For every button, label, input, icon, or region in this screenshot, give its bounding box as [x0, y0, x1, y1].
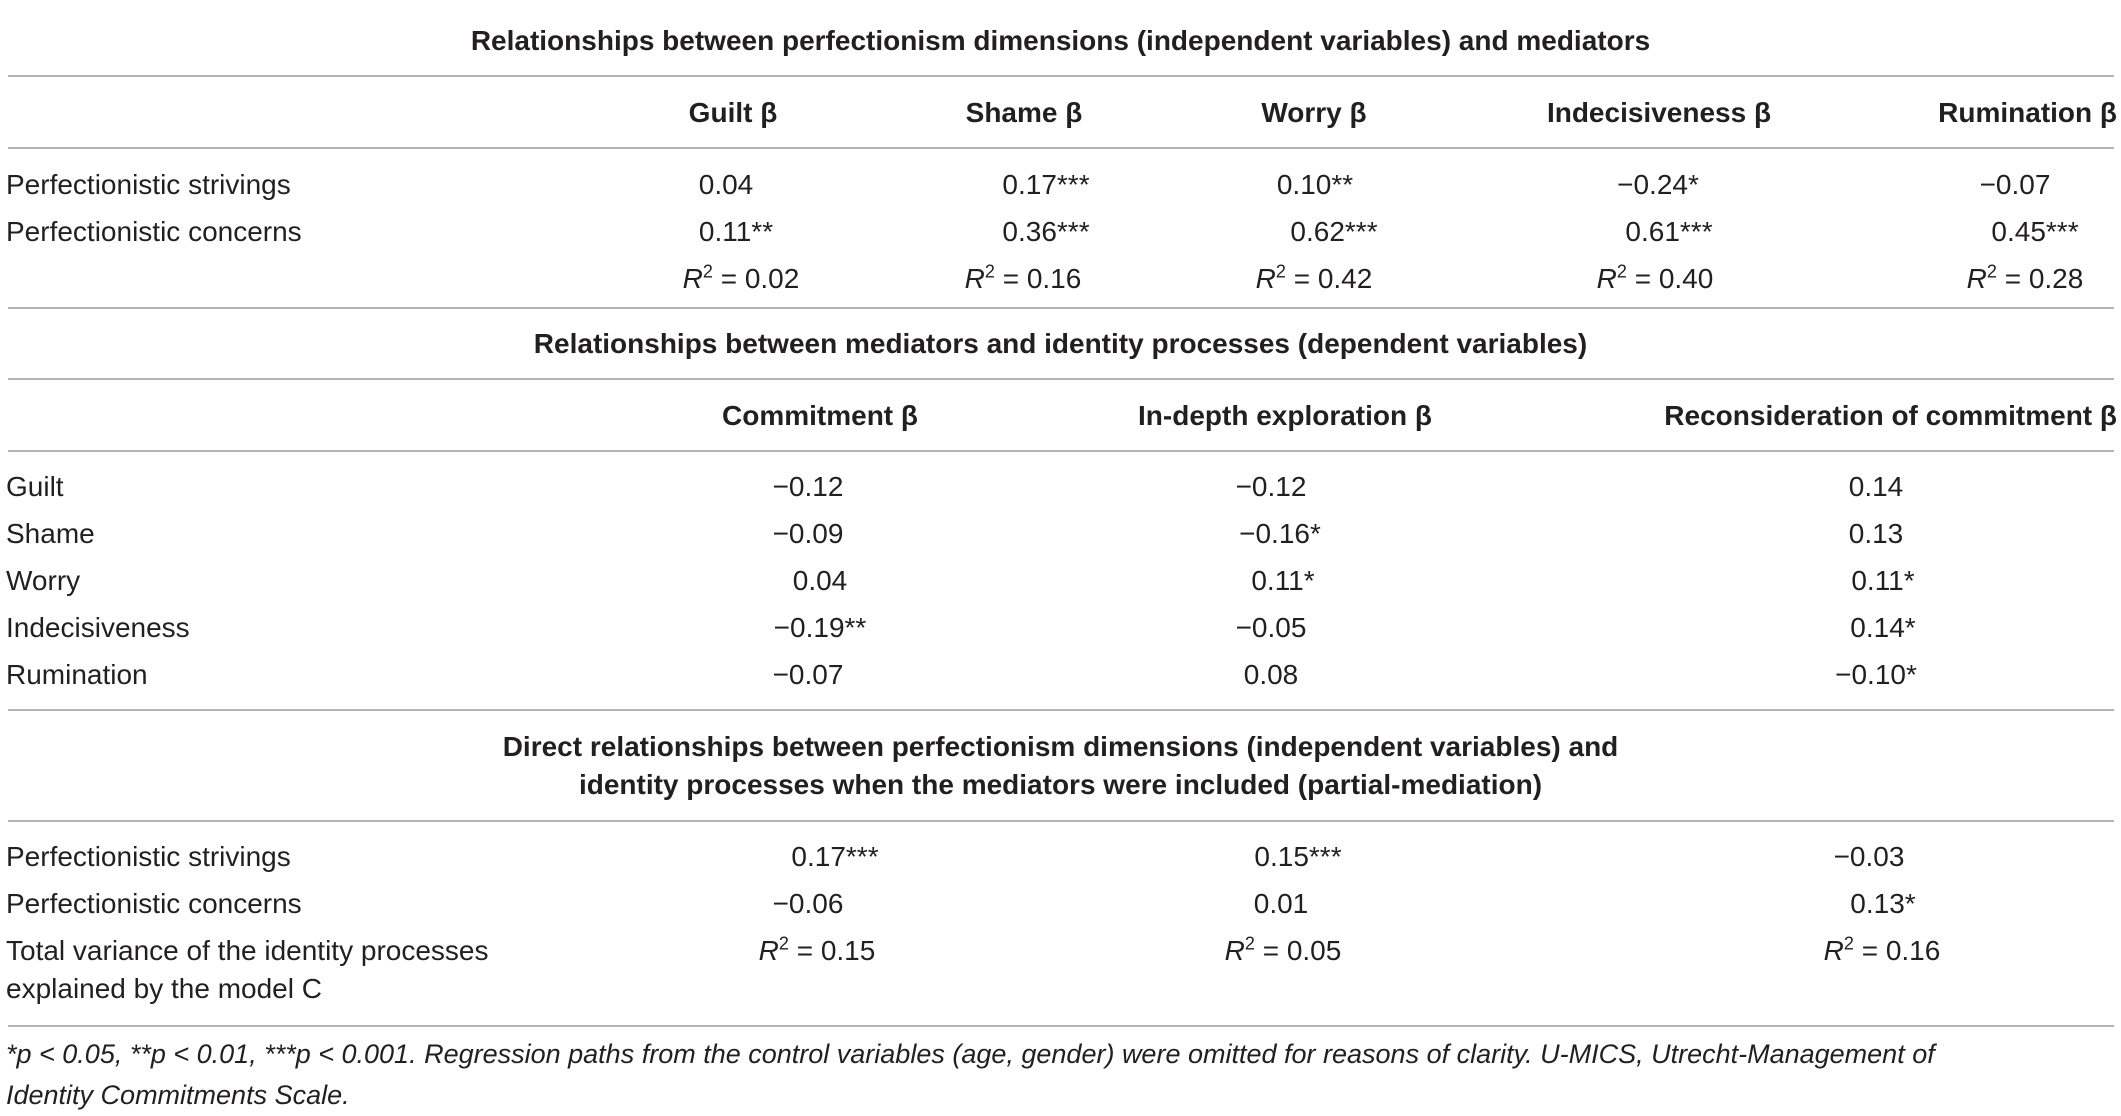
row-label: Worry	[6, 565, 81, 596]
r-squared-value: R2 = 0.16	[964, 261, 1082, 294]
table-cell: 0.11**	[698, 216, 774, 247]
table-footnote: *p < 0.05, **p < 0.01, ***p < 0.001. Reg…	[6, 1034, 2112, 1116]
r-squared-value: R2 = 0.28	[1966, 261, 2084, 294]
row-label: Perfectionistic concerns	[6, 888, 302, 919]
row-label: Guilt	[6, 471, 64, 502]
divider	[8, 450, 2114, 452]
col-head-reconsideration: Reconsideration of commitment β	[1664, 400, 2117, 431]
table-cell: 0.08	[1243, 659, 1299, 690]
table-cell: −0.19**	[773, 612, 867, 643]
table-cell: 0.04	[792, 565, 848, 596]
table-cell: 0.11*	[1851, 565, 1915, 596]
table-cell: −0.05	[1235, 612, 1307, 643]
footnote-line2: Identity Commitments Scale.	[6, 1080, 350, 1110]
table-cell: 0.13	[1848, 518, 1904, 549]
row-label: Perfectionistic strivings	[6, 169, 291, 200]
col-head-indecisiveness: Indecisiveness β	[1546, 97, 1772, 128]
table-cell: −0.16*	[1239, 518, 1321, 549]
row-label: Indecisiveness	[6, 612, 190, 643]
r-squared-value: R2 = 0.15	[758, 933, 876, 966]
col-head-guilt: Guilt β	[688, 97, 778, 128]
table-cell: −0.07	[772, 659, 844, 690]
table-cell: −0.10*	[1835, 659, 1917, 690]
row-label: Perfectionistic strivings	[6, 841, 291, 872]
table-cell: −0.03	[1833, 841, 1905, 872]
col-head-commitment: Commitment β	[722, 400, 918, 431]
table-cell: 0.15***	[1254, 841, 1342, 872]
divider	[8, 820, 2114, 822]
table-cell: 0.17***	[791, 841, 879, 872]
table-cell: 0.61***	[1625, 216, 1713, 247]
divider	[8, 709, 2114, 711]
table-cell: 0.36***	[1002, 216, 1090, 247]
r-squared-value: R2 = 0.05	[1224, 933, 1342, 966]
table-cell: 0.01	[1253, 888, 1309, 919]
divider	[8, 307, 2114, 309]
table-cell: −0.07	[1979, 169, 2051, 200]
footnote-line1: *p < 0.05, **p < 0.01, ***p < 0.001. Reg…	[6, 1039, 1935, 1069]
section1-title: Relationships between perfectionism dime…	[470, 25, 1651, 56]
row-label-total-line2: explained by the model C	[6, 973, 322, 1004]
table-cell: 0.11*	[1251, 565, 1315, 596]
table-cell: 0.45***	[1991, 216, 2079, 247]
divider	[8, 1025, 2114, 1027]
table-cell: −0.12	[1235, 471, 1307, 502]
table-cell: 0.14*	[1850, 612, 1916, 643]
col-head-shame: Shame β	[965, 97, 1083, 128]
table-cell: 0.14	[1848, 471, 1904, 502]
row-label-total-line1: Total variance of the identity processes	[6, 935, 489, 966]
table-cell: 0.62***	[1290, 216, 1378, 247]
divider	[8, 378, 2114, 380]
r-squared-value: R2 = 0.16	[1823, 933, 1941, 966]
table-cell: 0.17***	[1002, 169, 1090, 200]
table-cell: −0.12	[772, 471, 844, 502]
divider	[8, 75, 2114, 77]
table-cell: −0.06	[772, 888, 844, 919]
row-label: Shame	[6, 518, 95, 549]
r-squared-value: R2 = 0.02	[682, 261, 800, 294]
section3-title-line2: identity processes when the mediators we…	[578, 769, 1543, 800]
table-cell: 0.04	[698, 169, 754, 200]
table-cell: 0.13*	[1850, 888, 1916, 919]
col-head-in-depth-exploration: In-depth exploration β	[1138, 400, 1432, 431]
divider	[8, 147, 2114, 149]
r-squared-value: R2 = 0.40	[1596, 261, 1714, 294]
col-head-rumination: Rumination β	[1938, 97, 2117, 128]
r-squared-value: R2 = 0.42	[1255, 261, 1373, 294]
col-head-worry: Worry β	[1261, 97, 1367, 128]
table-cell: 0.10**	[1276, 169, 1354, 200]
table-cell: −0.24*	[1617, 169, 1699, 200]
section2-title: Relationships between mediators and iden…	[533, 328, 1588, 359]
row-label: Rumination	[6, 659, 148, 690]
row-label: Perfectionistic concerns	[6, 216, 302, 247]
table-cell: −0.09	[772, 518, 844, 549]
section3-title-line1: Direct relationships between perfectioni…	[502, 731, 1619, 762]
